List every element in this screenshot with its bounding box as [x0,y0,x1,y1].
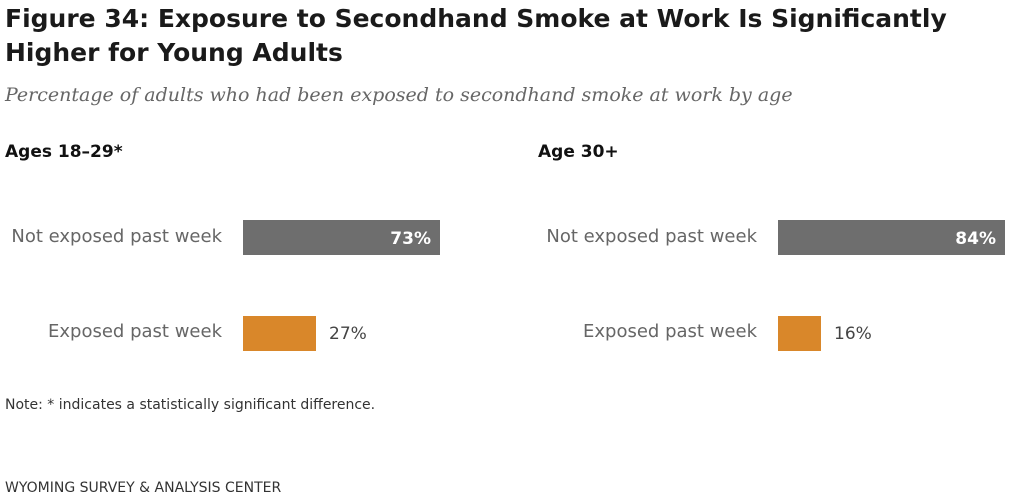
bar-not-exposed-young [243,220,440,255]
bar-not-exposed-older [778,220,1005,255]
category-label-not-exposed-young: Not exposed past week [11,226,222,247]
footnote: Note: * indicates a statistically signif… [5,397,376,413]
panel-title-young: Ages 18–29* [5,142,123,162]
figure-title: Figure 34: Exposure to Secondhand Smoke … [5,4,947,67]
bar-exposed-young [243,316,316,351]
source-credit: WYOMING SURVEY & ANALYSIS CENTER [5,480,282,496]
bar-value-exposed-young: 27% [329,324,367,344]
category-label-not-exposed-older: Not exposed past week [546,226,757,247]
bar-exposed-older [778,316,821,351]
panel-title-older: Age 30+ [538,142,619,162]
bar-value-not-exposed-young: 73% [390,229,431,249]
category-label-exposed-older: Exposed past week [583,321,757,342]
category-label-exposed-young: Exposed past week [48,321,222,342]
figure-subtitle: Percentage of adults who had been expose… [5,84,793,106]
bar-value-not-exposed-older: 84% [955,229,996,249]
bar-value-exposed-older: 16% [834,324,872,344]
